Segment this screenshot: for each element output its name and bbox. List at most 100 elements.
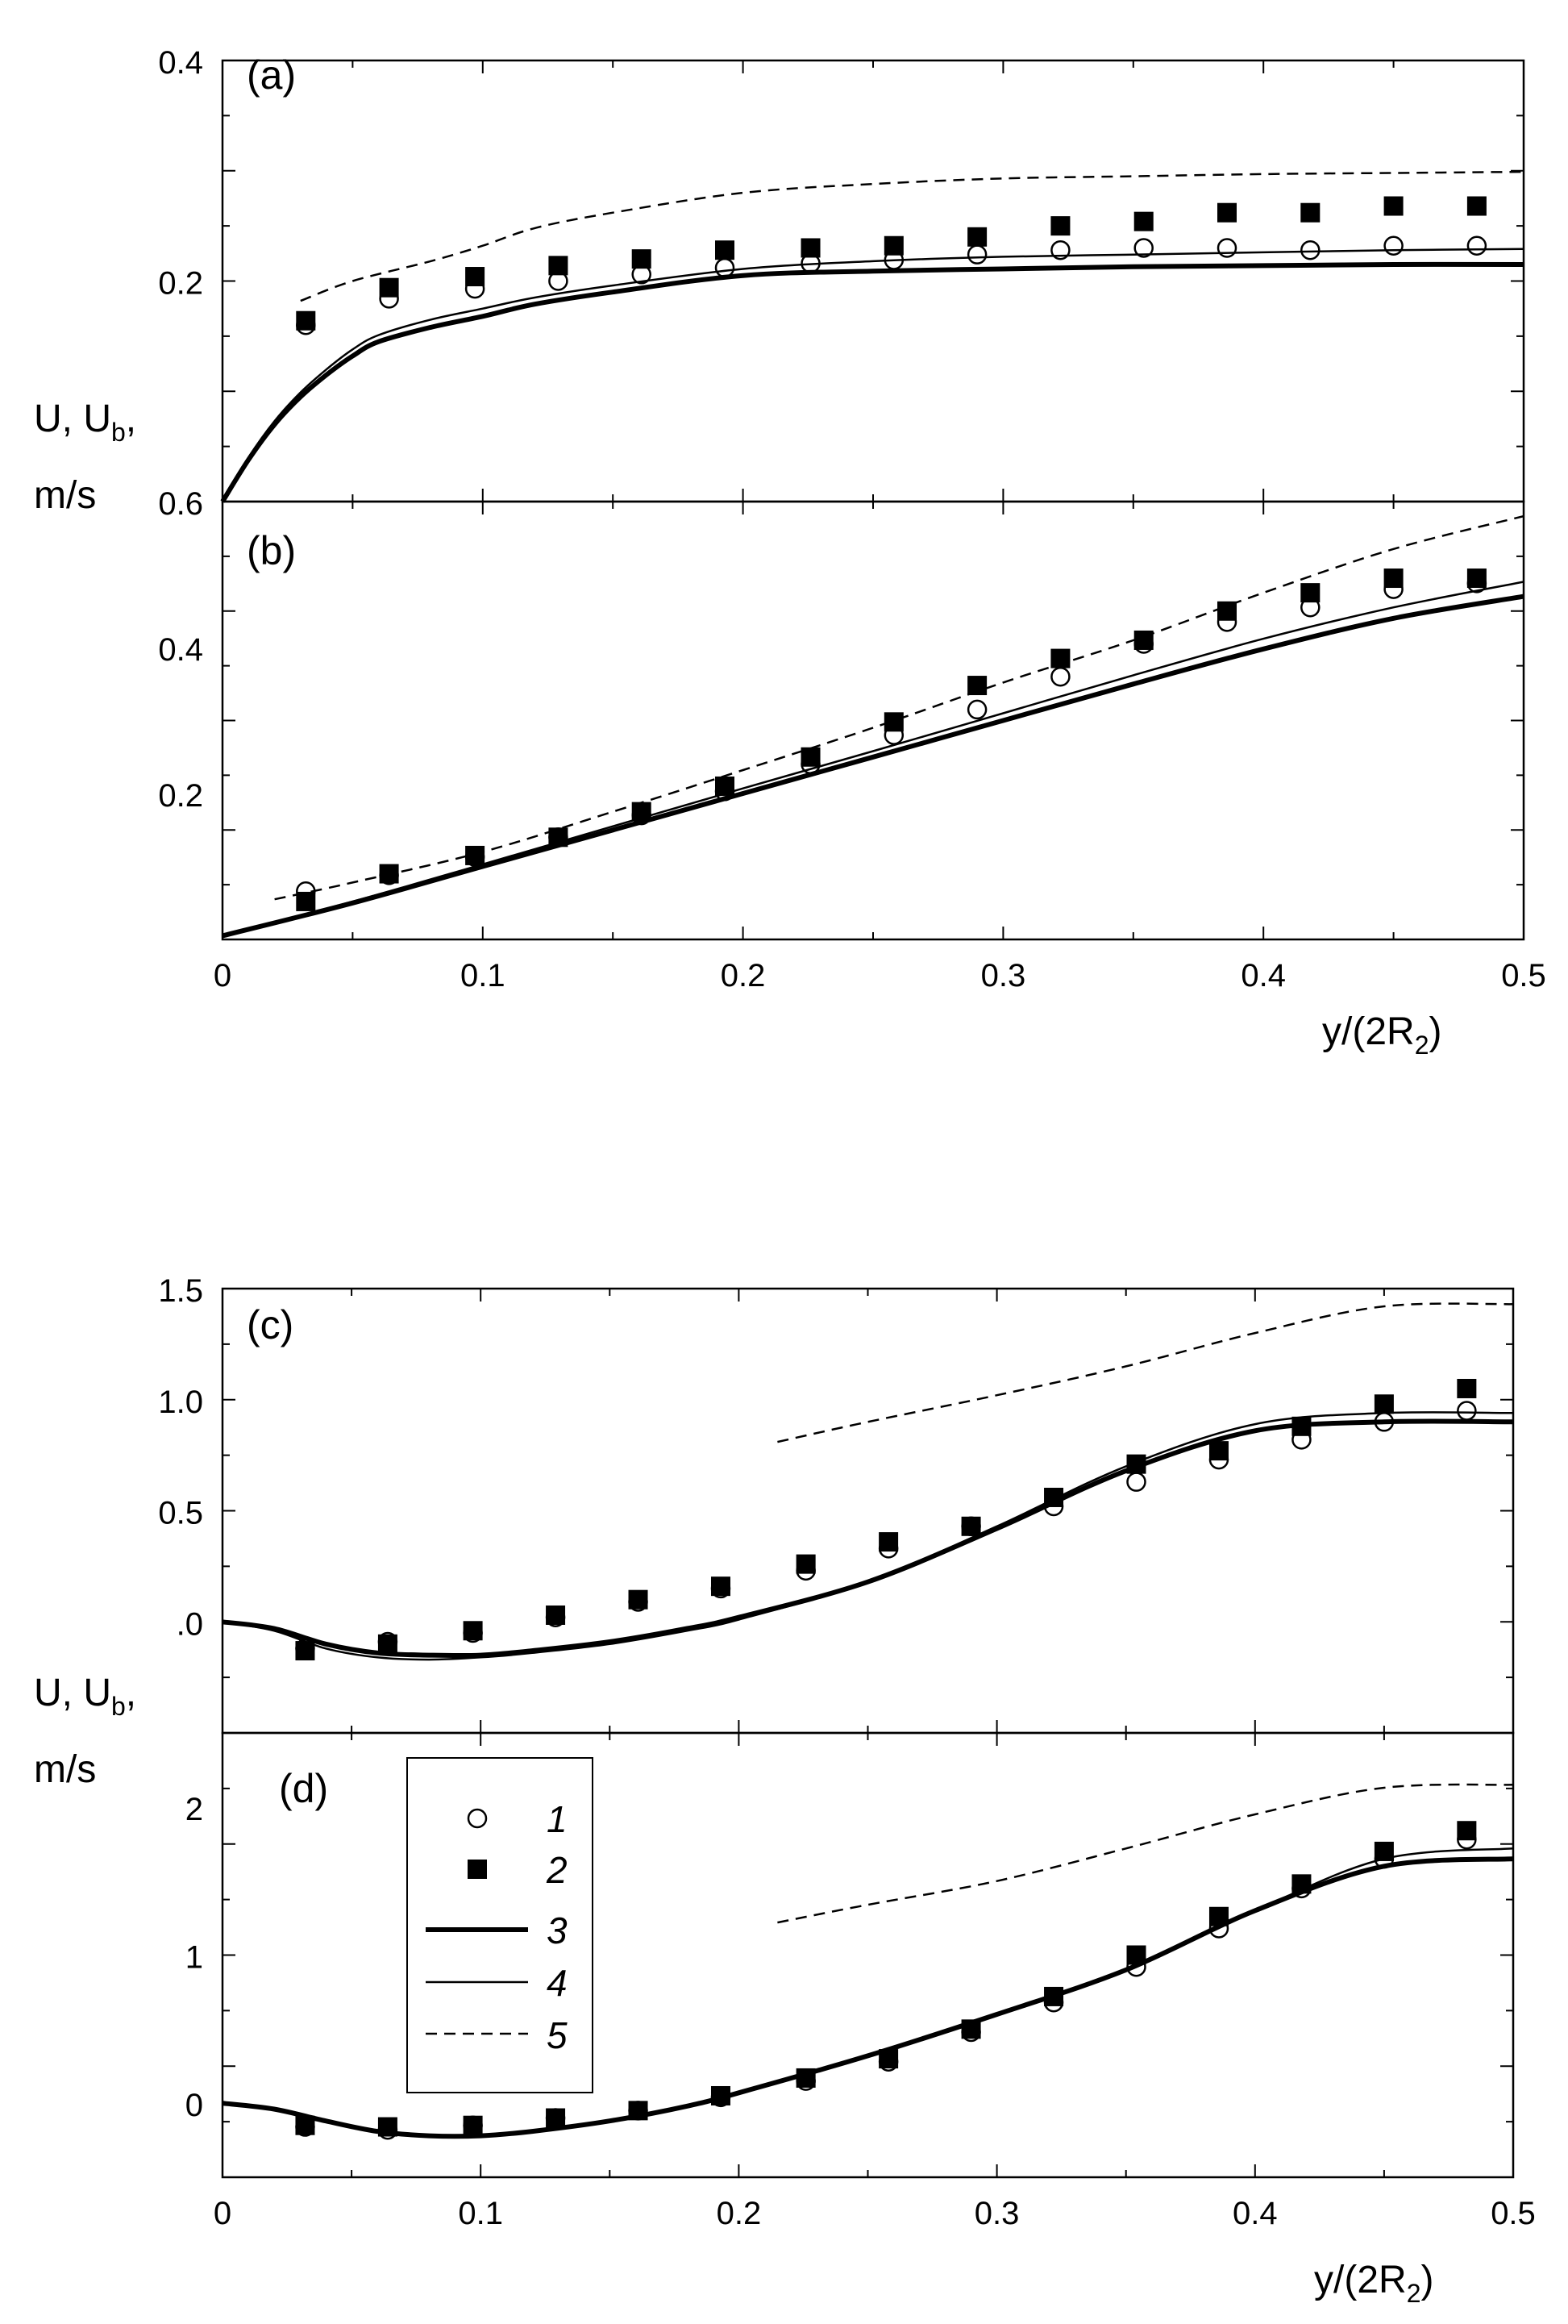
series-1-point: [1466, 235, 1487, 256]
panel-label-b: (b): [247, 528, 296, 573]
y-tick-label: 0.6: [158, 486, 203, 522]
series-2-point: [631, 249, 651, 269]
x-tick-label: 0.2: [721, 958, 766, 993]
y-tick-label: 1: [185, 1940, 203, 1976]
y-tick-label: 0.2: [158, 778, 203, 814]
series-2-point: [1300, 583, 1321, 603]
legend-label-2: 2: [546, 1849, 568, 1891]
panel-b: 0.2 0.4 0.6 0 0.1 0.2 0.3 0.4 0.5: [158, 486, 1545, 993]
y-axis-label-sub: b: [111, 1692, 126, 1721]
x-axis-label-sub: 2: [1407, 2279, 1421, 2308]
svg-text:U, Ub,: U, Ub,: [34, 398, 136, 447]
series-1-point: [967, 244, 988, 264]
series-2-point: [961, 1516, 981, 1536]
panel-label-c: (c): [247, 1302, 293, 1347]
series-2-point: [884, 235, 904, 256]
y-axis-label-unit: m/s: [34, 474, 96, 517]
x-axis-label-tail: ): [1420, 2259, 1433, 2301]
y-axis-label-unit: m/s: [34, 1748, 96, 1791]
series-1-point: [1300, 239, 1321, 260]
series-2-point: [1300, 202, 1321, 223]
series-3-line: [222, 1418, 1514, 1659]
series-4-line: [222, 1411, 1514, 1661]
legend-box: [406, 1757, 593, 2093]
x-axis-label-sub: 2: [1415, 1031, 1429, 1060]
series-2-point: [796, 1554, 816, 1574]
series-3-line: [220, 261, 1524, 503]
series-2-point: [628, 1589, 648, 1610]
series-2-point: [1457, 1821, 1477, 1841]
series-2-point: [377, 1634, 397, 1654]
y-axis-label-main: U, U: [34, 398, 111, 440]
panel-a: 0.2 0.4: [158, 45, 1525, 503]
series-2-point: [1133, 211, 1154, 231]
x-axis-label-tail: ): [1429, 1010, 1441, 1053]
series-5-line: [777, 1302, 1514, 1443]
series-2-point: [1383, 569, 1404, 589]
y-axis-label-sub: b: [111, 418, 126, 447]
series-4-line: [222, 1847, 1514, 2138]
series-5-line: [300, 170, 1524, 302]
series-1-point: [1050, 666, 1071, 687]
series-1-point: [1217, 238, 1237, 258]
panel-d: 0 1 2 0 0.1 0.2 0.3 0.4 0.5: [185, 1731, 1536, 2231]
series-2-point: [1466, 196, 1487, 216]
series-3-line: [222, 593, 1524, 939]
y-tick-label: 0.5: [158, 1496, 203, 1531]
series-2-point: [1374, 1394, 1394, 1414]
x-tick-label: 0.5: [1501, 958, 1546, 993]
series-2-point: [1457, 1378, 1477, 1398]
y-axis-label-bottom: U, Ub, m/s: [34, 1672, 136, 1791]
y-tick-label: 1.0: [158, 1385, 203, 1420]
y-axis-label-tail: ,: [126, 398, 136, 440]
y-tick-label: 0.4: [158, 632, 203, 668]
series-1-point: [967, 699, 988, 720]
series-1-point: [1050, 239, 1071, 260]
panel-c: .0 0.5 1.0 1.5: [158, 1273, 1515, 1735]
series-2-point: [546, 2108, 566, 2128]
x-tick-label: 0.3: [981, 958, 1026, 993]
series-2-point: [379, 277, 399, 298]
series-2-point: [1208, 1441, 1229, 1461]
legend-label-1: 1: [547, 1798, 568, 1840]
series-2-point: [801, 238, 821, 258]
series-4-line: [221, 248, 1524, 502]
svg-text:U, Ub,: U, Ub,: [34, 1672, 136, 1721]
legend-marker-open-circle: [467, 1808, 488, 1829]
series-2-point: [463, 2115, 483, 2135]
series-2-point: [1217, 202, 1237, 223]
series-2-point: [1466, 569, 1487, 589]
series-1-point: [1126, 1472, 1146, 1492]
series-2-point: [967, 227, 988, 247]
x-tick-label: 0: [214, 2196, 231, 2231]
series-5-line: [274, 514, 1524, 901]
x-axis-label-main: y/(2R: [1322, 1010, 1415, 1053]
series-2-point: [1050, 648, 1071, 668]
series-5-line: [777, 1783, 1514, 1924]
x-axis-label-top: y/(2R2): [1322, 1010, 1441, 1060]
x-tick-label: 0.4: [1233, 2196, 1278, 2231]
legend-marker-filled-square: [468, 1860, 487, 1879]
y-tick-label: 1.5: [158, 1273, 203, 1309]
y-tick-label: 2: [185, 1792, 203, 1827]
y-axis-label-tail: ,: [126, 1672, 136, 1714]
legend: 1 2 3 4 5: [406, 1757, 593, 2093]
y-tick-label: 0.4: [158, 45, 203, 81]
series-4-line: [222, 581, 1524, 937]
y-tick-label: .0: [177, 1606, 203, 1642]
y-axis-label-top: U, Ub, m/s: [34, 398, 136, 517]
series-2-point: [465, 845, 485, 865]
x-tick-label: 0.1: [460, 958, 505, 993]
series-2-point: [710, 1576, 730, 1597]
series-2-point: [1383, 196, 1404, 216]
series-2-point: [801, 747, 821, 767]
y-tick-label: 0: [185, 2088, 203, 2123]
y-tick-label: 0.2: [158, 266, 203, 302]
panel-label-a: (a): [247, 52, 296, 98]
series-2-point: [879, 1532, 899, 1552]
x-axis-label-main: y/(2R: [1314, 2259, 1407, 2301]
series-2-point: [546, 1605, 566, 1625]
series-2-point: [715, 240, 735, 260]
x-axis-label-bottom: y/(2R2): [1314, 2259, 1433, 2308]
